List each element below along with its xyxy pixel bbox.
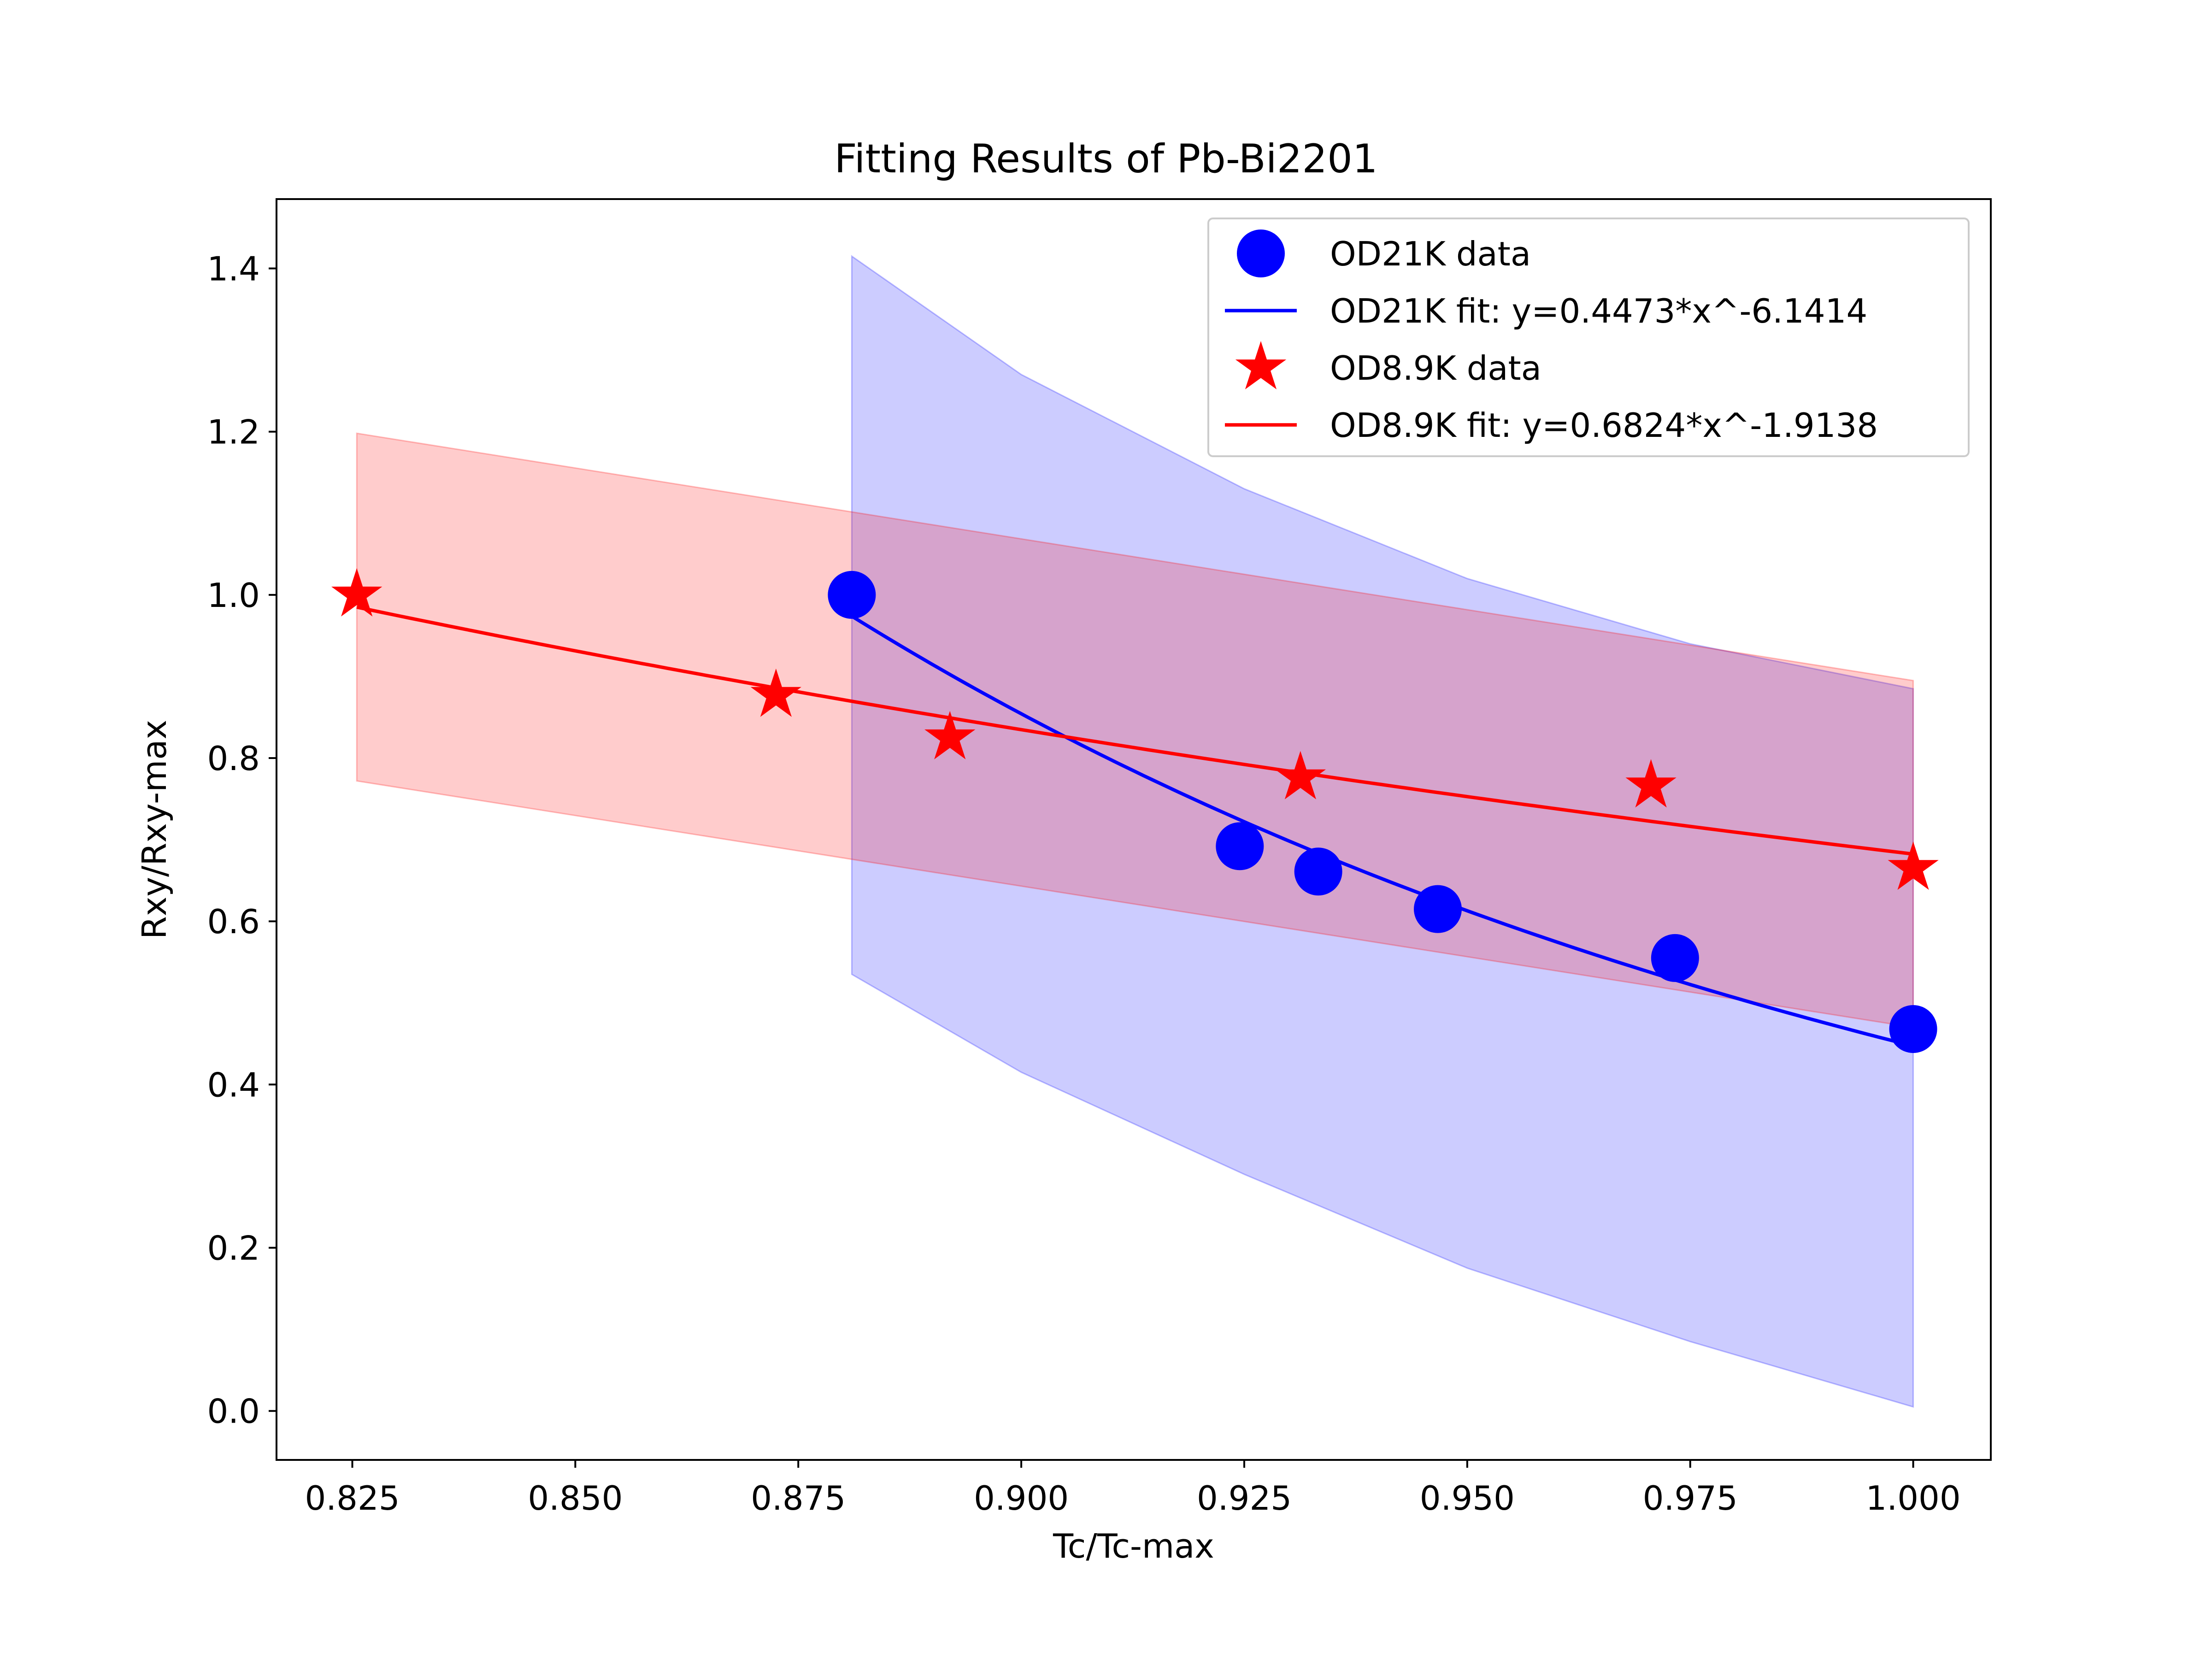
data-point-circle — [1216, 822, 1264, 871]
data-point-circle — [1294, 847, 1342, 896]
confidence-bands — [356, 255, 1914, 1408]
plot-frame — [276, 198, 1992, 1461]
confidence-band-1 — [851, 255, 1914, 1408]
chart-title: Fitting Results of Pb-Bi2201 — [834, 136, 1377, 182]
legend-label: OD8.9K fit: y=0.6824*x^-1.9138 — [1330, 406, 1878, 445]
y-tick-label: 0.6 — [207, 902, 260, 941]
fit-line-1 — [851, 614, 1914, 1048]
legend-label: OD21K data — [1330, 235, 1531, 273]
y-tick-label: 1.4 — [207, 250, 260, 288]
data-point-circle — [1414, 885, 1462, 933]
y-tick-label: 0.0 — [207, 1392, 260, 1431]
y-tick-label: 0.2 — [207, 1229, 260, 1268]
data-markers — [331, 568, 1939, 1053]
legend: OD21K data OD21K fit: y=0.4473*x^-6.1414 O… — [1207, 218, 1970, 457]
data-point-star — [1888, 841, 1939, 890]
fit-lines — [356, 605, 1914, 1048]
x-tick-label: 0.875 — [751, 1479, 846, 1518]
x-tick-label: 0.950 — [1420, 1479, 1515, 1518]
x-tick-label: 0.925 — [1197, 1479, 1292, 1518]
data-point-circle — [1651, 934, 1699, 982]
data-point-star — [924, 711, 976, 759]
data-point-star — [750, 668, 801, 717]
y-tick-label: 1.0 — [207, 576, 260, 615]
data-point-star — [1275, 751, 1326, 800]
y-axis-ticks: 0.0 0.2 0.4 0.6 0.8 1.0 1.2 1.4 — [207, 250, 276, 1431]
legend-marker-star — [1235, 341, 1287, 389]
legend-label: OD21K fit: y=0.4473*x^-6.1414 — [1330, 292, 1867, 330]
y-tick-label: 0.4 — [207, 1065, 260, 1104]
x-tick-label: 0.975 — [1643, 1479, 1738, 1518]
legend-label: OD8.9K data — [1330, 349, 1541, 388]
x-tick-label: 0.900 — [974, 1479, 1069, 1518]
y-tick-label: 1.2 — [207, 413, 260, 452]
y-tick-label: 0.8 — [207, 739, 260, 778]
x-axis-label: Tc/Tc-max — [1053, 1527, 1214, 1565]
data-point-circle — [1889, 1005, 1937, 1053]
x-tick-label: 1.000 — [1866, 1479, 1961, 1518]
data-point-star — [1625, 759, 1677, 808]
x-axis-ticks: 0.825 0.850 0.875 0.900 0.925 0.950 0.975 1.000 — [305, 1460, 1961, 1518]
data-point-star — [331, 568, 382, 617]
x-tick-label: 0.850 — [528, 1479, 623, 1518]
legend-marker-circle — [1237, 229, 1285, 277]
legend-box — [1207, 218, 1970, 457]
fit-line-3 — [356, 605, 1914, 856]
data-point-circle — [828, 571, 876, 619]
y-axis-label: Rxy/Rxy-max — [135, 720, 174, 939]
x-tick-label: 0.825 — [305, 1479, 400, 1518]
